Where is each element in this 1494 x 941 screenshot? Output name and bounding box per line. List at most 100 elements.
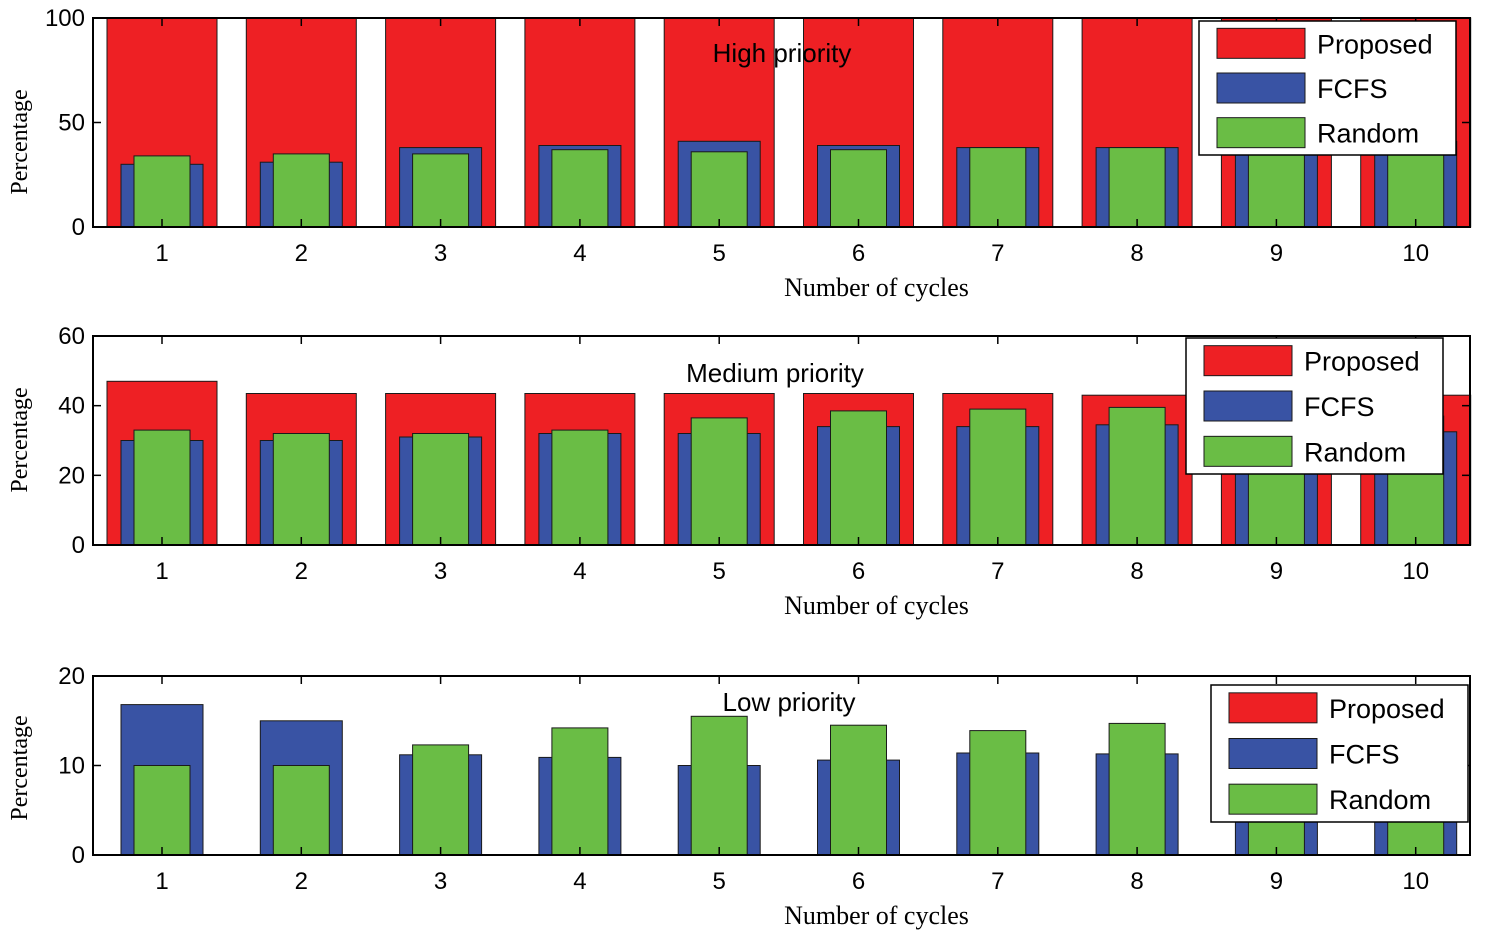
x-tick-label: 5 <box>713 240 726 267</box>
x-tick-label: 8 <box>1130 868 1143 895</box>
x-tick-label: 3 <box>434 868 447 895</box>
legend-label-random: Random <box>1317 119 1419 149</box>
x-tick-label: 1 <box>155 868 168 895</box>
bar-random-3 <box>412 744 470 856</box>
x-tick-label: 4 <box>573 240 586 267</box>
bar-random-7 <box>969 147 1027 228</box>
y-tick-label: 50 <box>58 110 85 137</box>
x-tick-label: 6 <box>852 240 865 267</box>
x-tick-label: 2 <box>295 558 308 585</box>
y-tick-label: 100 <box>45 5 85 32</box>
x-tick-label: 1 <box>155 240 168 267</box>
y-tick-label: 20 <box>58 663 85 690</box>
legend: Proposed FCFS Random <box>1185 337 1444 475</box>
legend-label-proposed: Proposed <box>1329 694 1445 724</box>
legend: Proposed FCFS Random <box>1210 684 1469 823</box>
chart-title: Medium priority <box>686 358 864 388</box>
series-random <box>133 147 1445 228</box>
bar-random-5 <box>690 715 748 856</box>
x-tick-label: 3 <box>434 558 447 585</box>
y-tick-label: 20 <box>58 462 85 489</box>
bar-random-2 <box>272 765 330 856</box>
y-tick-label: 0 <box>72 214 85 241</box>
bar-random-2 <box>272 433 330 546</box>
bar-random-6 <box>830 149 887 228</box>
legend: Proposed FCFS Random <box>1198 20 1457 156</box>
legend-swatch-fcfs <box>1216 72 1306 104</box>
x-tick-label: 1 <box>155 558 168 585</box>
x-tick-label: 9 <box>1270 240 1283 267</box>
x-tick-label: 4 <box>573 868 586 895</box>
bar-random-3 <box>412 433 470 546</box>
x-axis-label: Number of cycles <box>784 591 969 620</box>
legend-label-fcfs: FCFS <box>1329 740 1400 770</box>
y-tick-label: 10 <box>58 753 85 780</box>
legend-swatch-random <box>1228 783 1318 815</box>
y-tick-label: 60 <box>58 323 85 350</box>
chart-title: High priority <box>713 38 852 68</box>
x-tick-label: 3 <box>434 240 447 267</box>
x-tick-label: 10 <box>1402 558 1429 585</box>
bar-random-3 <box>412 153 470 228</box>
y-tick-label: 40 <box>58 393 85 420</box>
legend-label-proposed: Proposed <box>1304 347 1420 377</box>
x-tick-label: 5 <box>713 868 726 895</box>
legend-label-fcfs: FCFS <box>1304 392 1375 422</box>
bar-random-5 <box>690 417 748 546</box>
bar-random-9 <box>1247 151 1305 228</box>
chart-panel-3: 0 10 20 1 2 3 4 5 6 7 8 9 10 Number of cycles Percenta… <box>7 663 1471 930</box>
bar-random-7 <box>969 730 1027 856</box>
bar-random-10 <box>1387 147 1445 228</box>
legend-swatch-random <box>1216 117 1306 149</box>
x-axis-label: Number of cycles <box>784 901 969 930</box>
legend-label-proposed: Proposed <box>1317 29 1433 59</box>
bar-random-7 <box>969 408 1027 546</box>
bar-random-8 <box>1108 722 1166 856</box>
legend-swatch-proposed <box>1228 692 1318 724</box>
bar-random-8 <box>1108 147 1166 228</box>
bar-random-1 <box>133 765 191 856</box>
y-axis-label: Percentage <box>7 387 33 492</box>
chart-panel-1: 0 50 100 1 2 3 4 5 6 7 8 9 10 Number of cycles Percent… <box>7 5 1472 302</box>
legend-swatch-random <box>1203 435 1293 467</box>
chart-title: Low priority <box>723 687 856 717</box>
bar-random-8 <box>1108 406 1166 546</box>
bar-random-5 <box>690 151 748 228</box>
x-tick-label: 6 <box>852 558 865 585</box>
plot-frame <box>92 335 1471 546</box>
bar-random-4 <box>551 149 609 228</box>
x-tick-label: 2 <box>295 240 308 267</box>
legend-label-random: Random <box>1304 437 1406 467</box>
chart-panel-2: 0 20 40 60 1 2 3 4 5 6 7 8 9 10 Number of cycles Percen… <box>7 323 1472 620</box>
x-tick-label: 6 <box>852 868 865 895</box>
y-axis-label: Percentage <box>7 89 33 194</box>
x-tick-label: 4 <box>573 558 586 585</box>
x-tick-label: 9 <box>1270 868 1283 895</box>
x-tick-label: 9 <box>1270 558 1283 585</box>
x-tick-label: 7 <box>991 240 1004 267</box>
x-tick-label: 7 <box>991 558 1004 585</box>
x-tick-label: 8 <box>1130 240 1143 267</box>
x-tick-label: 7 <box>991 868 1004 895</box>
legend-swatch-proposed <box>1216 27 1306 59</box>
y-tick-label: 0 <box>72 842 85 869</box>
y-tick-label: 0 <box>72 532 85 559</box>
y-axis-label: Percentage <box>7 715 33 820</box>
legend-swatch-fcfs <box>1228 738 1318 769</box>
bar-random-1 <box>133 155 191 228</box>
bar-random-1 <box>133 429 191 546</box>
x-tick-label: 2 <box>295 868 308 895</box>
x-axis-label: Number of cycles <box>784 273 969 302</box>
legend-swatch-proposed <box>1203 345 1293 377</box>
bar-random-6 <box>830 410 887 546</box>
legend-swatch-fcfs <box>1203 390 1293 422</box>
x-tick-label: 10 <box>1402 240 1429 267</box>
bar-random-2 <box>272 153 330 228</box>
bar-random-4 <box>551 429 609 546</box>
bar-random-6 <box>830 724 887 856</box>
x-tick-label: 10 <box>1402 868 1429 895</box>
x-tick-label: 8 <box>1130 558 1143 585</box>
bar-random-4 <box>551 727 609 856</box>
legend-label-random: Random <box>1329 785 1431 815</box>
